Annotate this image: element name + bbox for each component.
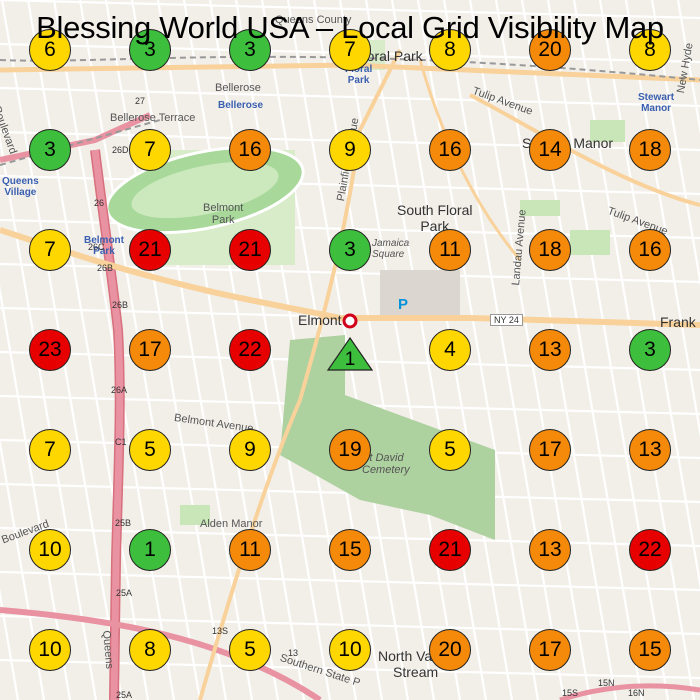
grid-rank-marker[interactable]: 3 [329, 229, 371, 271]
label-south-floral-park: South Floral Park [397, 202, 473, 234]
grid-rank-marker[interactable]: 9 [329, 129, 371, 171]
grid-rank-marker[interactable]: 20 [429, 629, 471, 671]
grid-rank-marker[interactable]: 19 [329, 429, 371, 471]
grid-rank-marker[interactable]: 8 [429, 29, 471, 71]
grid-rank-marker[interactable]: 3 [129, 29, 171, 71]
grid-rank-marker[interactable]: 17 [129, 329, 171, 371]
location-pin-icon [342, 313, 358, 329]
grid-rank-marker[interactable]: 8 [629, 29, 671, 71]
grid-rank-marker[interactable]: 8 [129, 629, 171, 671]
label-exit-26c: 26C [88, 242, 105, 252]
label-exit-15s: 15S [562, 688, 579, 698]
grid-rank-marker[interactable]: 21 [429, 529, 471, 571]
grid-rank-marker[interactable]: 22 [629, 529, 671, 571]
grid-rank-marker[interactable]: 21 [129, 229, 171, 271]
label-exit-26d: 26D [112, 145, 129, 155]
grid-rank-marker[interactable]: 16 [429, 129, 471, 171]
grid-rank-marker[interactable]: 18 [629, 129, 671, 171]
parking-lot [380, 270, 460, 318]
grid-rank-marker[interactable]: 11 [229, 529, 271, 571]
label-exit-15n: 15N [598, 678, 615, 688]
grid-rank-marker[interactable]: 11 [429, 229, 471, 271]
grid-rank-marker[interactable]: 13 [529, 529, 571, 571]
grid-rank-marker[interactable]: 5 [429, 429, 471, 471]
label-floral-park-blue: Floral Park [345, 64, 373, 86]
grid-rank-marker[interactable]: 15 [329, 529, 371, 571]
label-exit-27: 27 [135, 96, 146, 106]
label-elmont: Elmont [298, 312, 342, 328]
grid-rank-marker[interactable]: 15 [629, 629, 671, 671]
label-exit-25b: 25B [115, 518, 132, 528]
label-queens-county: Queens County [275, 14, 352, 26]
label-exit-26b-2: 26B [112, 300, 129, 310]
grid-rank-marker[interactable]: 7 [29, 429, 71, 471]
grid-rank-marker[interactable]: 7 [129, 129, 171, 171]
grid-rank-marker[interactable]: 10 [29, 529, 71, 571]
label-jamaica-square: Jamaica Square [372, 238, 410, 260]
label-exit-26b: 26B [97, 263, 114, 273]
grid-rank-marker[interactable]: 17 [529, 629, 571, 671]
label-exit-26: 26 [94, 198, 105, 208]
grid-rank-marker[interactable]: 5 [229, 629, 271, 671]
grid-rank-marker[interactable]: 14 [529, 129, 571, 171]
grid-rank-marker[interactable]: 3 [629, 329, 671, 371]
grid-rank-marker[interactable]: 4 [429, 329, 471, 371]
label-belmont-park: Belmont Park [203, 202, 244, 226]
southern-state-parkway [0, 607, 322, 700]
grid-rank-marker[interactable]: 1 [129, 529, 171, 571]
grid-rank-marker[interactable]: 9 [229, 429, 271, 471]
label-ny24: NY 24 [490, 314, 523, 326]
label-franklin: Frank [660, 314, 696, 330]
grid-rank-marker[interactable]: 5 [129, 429, 171, 471]
label-exit-13: 13 [288, 648, 299, 658]
grid-rank-marker[interactable]: 13 [629, 429, 671, 471]
grid-rank-marker[interactable]: 23 [29, 329, 71, 371]
label-alden-manor: Alden Manor [200, 518, 263, 530]
grid-rank-marker[interactable]: 3 [29, 129, 71, 171]
grid-rank-marker[interactable]: 6 [29, 29, 71, 71]
label-exit-13s: 13S [212, 626, 229, 636]
grid-rank-marker[interactable]: 13 [529, 329, 571, 371]
label-bellerose-terrace: Bellerose Terrace [110, 112, 196, 124]
label-exit-16n: 16N [628, 688, 645, 698]
grid-rank-marker[interactable]: 16 [229, 129, 271, 171]
triangle-icon [326, 336, 374, 371]
label-floral-park: Floral Park [355, 48, 423, 64]
label-exit-25a: 25A [116, 588, 133, 598]
business-location-marker[interactable]: 1 [326, 336, 374, 372]
label-stewart-manor-blue: Stewart Manor [638, 92, 675, 114]
grid-rank-marker[interactable]: 21 [229, 229, 271, 271]
business-rank-label: 1 [345, 349, 356, 370]
grid-rank-marker[interactable]: 7 [329, 29, 371, 71]
map-title: Blessing World USA – Local Grid Visibili… [36, 10, 664, 45]
grid-rank-marker[interactable]: 18 [529, 229, 571, 271]
grid-rank-marker[interactable]: 10 [29, 629, 71, 671]
grid-rank-marker[interactable]: 16 [629, 229, 671, 271]
label-queens-village: Queens Village [2, 176, 39, 198]
parking-icon: P [398, 296, 409, 313]
label-bellerose-blue: Bellerose [218, 100, 264, 111]
grid-rank-marker[interactable]: 17 [529, 429, 571, 471]
grid-rank-marker[interactable]: 10 [329, 629, 371, 671]
label-exit-25a-2: 25A [116, 690, 133, 700]
grid-rank-marker[interactable]: 22 [229, 329, 271, 371]
st-david-cemetery-area [280, 335, 495, 540]
grid-rank-marker[interactable]: 7 [29, 229, 71, 271]
label-belmont-park-blue: Belmont Park [84, 235, 124, 257]
label-exit-26a: 26A [111, 385, 128, 395]
label-bellerose: Bellerose [215, 82, 261, 94]
grid-rank-marker[interactable]: 3 [229, 29, 271, 71]
grid-rank-marker[interactable]: 20 [529, 29, 571, 71]
label-exit-c1: C1 [115, 437, 127, 447]
